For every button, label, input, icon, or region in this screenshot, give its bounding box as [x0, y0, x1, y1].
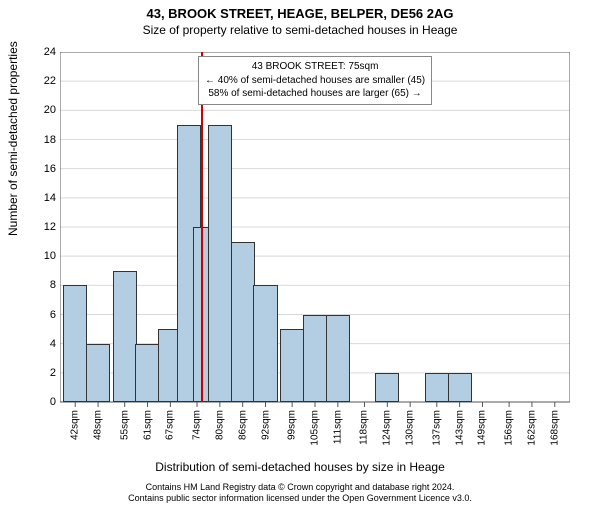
x-axis-label: Distribution of semi-detached houses by …	[0, 460, 600, 474]
info-line-1: 43 BROOK STREET: 75sqm	[252, 61, 379, 72]
y-tick-label: 4	[26, 338, 56, 350]
histogram-bar	[113, 271, 137, 402]
histogram-bar	[208, 125, 232, 402]
y-tick-label: 16	[26, 163, 56, 175]
x-tick-label: 105sqm	[310, 410, 321, 446]
x-tick-label: 42sqm	[70, 410, 81, 440]
histogram-bar	[375, 373, 399, 402]
x-tick-label: 67sqm	[165, 410, 176, 440]
info-box: 43 BROOK STREET: 75sqm ← 40% of semi-deta…	[198, 56, 432, 105]
x-tick-label: 55sqm	[119, 410, 130, 440]
x-tick-label: 130sqm	[405, 410, 416, 446]
x-tick-label: 92sqm	[260, 410, 271, 440]
info-line-3: 58% of semi-detached houses are larger (…	[208, 88, 421, 99]
y-tick-label: 0	[26, 396, 56, 408]
histogram-bar	[86, 344, 110, 402]
reference-line	[201, 52, 203, 402]
histogram-bar	[280, 329, 304, 402]
y-tick-label: 20	[26, 104, 56, 116]
histogram-bar	[448, 373, 472, 402]
y-tick-label: 8	[26, 279, 56, 291]
x-tick-label: 48sqm	[93, 410, 104, 440]
x-tick-label: 86sqm	[237, 410, 248, 440]
plot-area: 43 BROOK STREET: 75sqm ← 40% of semi-deta…	[60, 52, 570, 402]
y-tick-label: 22	[26, 75, 56, 87]
x-tick-label: 80sqm	[214, 410, 225, 440]
y-tick-label: 14	[26, 192, 56, 204]
sub-title: Size of property relative to semi-detach…	[0, 23, 600, 37]
chart-area: 43 BROOK STREET: 75sqm ← 40% of semi-deta…	[60, 52, 570, 424]
x-tick-label: 111sqm	[332, 410, 343, 444]
main-title: 43, BROOK STREET, HEAGE, BELPER, DE56 2A…	[0, 6, 600, 21]
y-tick-label: 6	[26, 309, 56, 321]
y-tick-label: 24	[26, 46, 56, 58]
y-tick-label: 10	[26, 250, 56, 262]
footer-line-1: Contains HM Land Registry data © Crown c…	[146, 482, 455, 492]
x-tick-label: 143sqm	[454, 410, 465, 446]
x-tick-label: 74sqm	[192, 410, 203, 440]
y-tick-label: 12	[26, 221, 56, 233]
y-tick-label: 18	[26, 134, 56, 146]
x-tick-label: 118sqm	[359, 410, 370, 445]
histogram-bar	[135, 344, 159, 402]
histogram-bar	[253, 285, 277, 402]
x-tick-label: 162sqm	[526, 410, 537, 446]
x-tick-label: 137sqm	[431, 410, 442, 446]
histogram-bar	[303, 315, 327, 403]
chart-footer: Contains HM Land Registry data © Crown c…	[0, 482, 600, 504]
x-tick-label: 168sqm	[549, 410, 560, 446]
info-line-2: ← 40% of semi-detached houses are smalle…	[205, 75, 425, 86]
x-tick-label: 149sqm	[477, 410, 488, 446]
histogram-bar	[63, 285, 87, 402]
histogram-bar	[425, 373, 449, 402]
y-axis-label: Number of semi-detached properties	[6, 41, 20, 236]
histogram-bar	[231, 242, 255, 402]
histogram-bar	[326, 315, 350, 403]
x-tick-label: 156sqm	[504, 410, 515, 446]
y-tick-label: 2	[26, 367, 56, 379]
x-tick-label: 124sqm	[382, 410, 393, 446]
x-tick-label: 99sqm	[287, 410, 298, 440]
footer-line-2: Contains public sector information licen…	[128, 493, 472, 503]
x-tick-label: 61sqm	[142, 410, 153, 440]
